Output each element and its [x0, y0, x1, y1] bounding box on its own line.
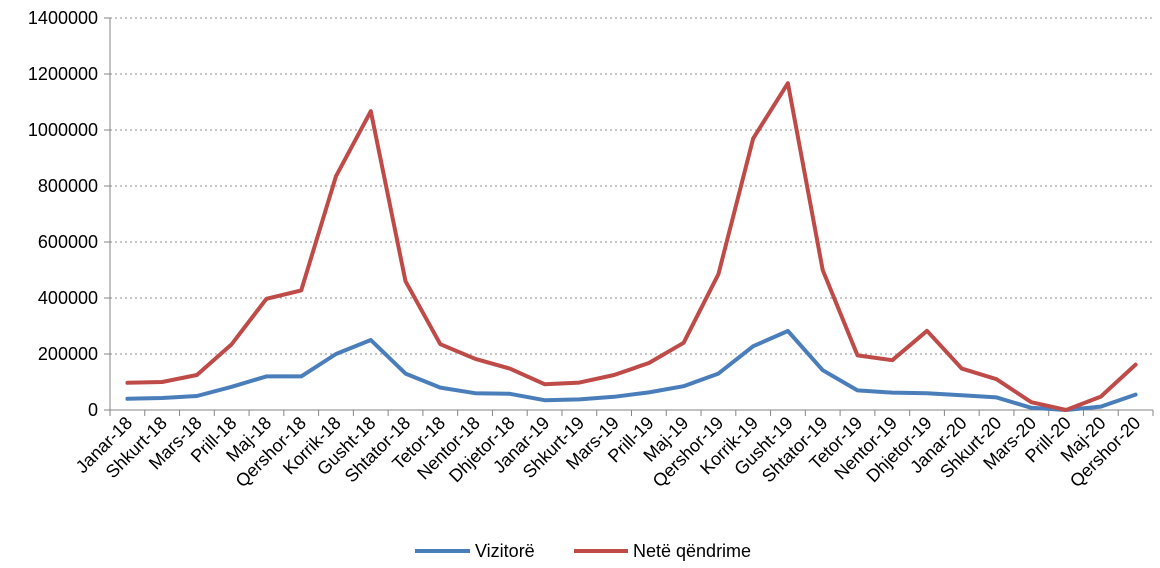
- y-tick-label: 400000: [38, 288, 98, 308]
- data-point: [1064, 408, 1068, 412]
- data-point: [855, 388, 859, 392]
- data-point: [160, 396, 164, 400]
- data-point: [925, 329, 929, 333]
- legend-label-vizitore: Vizitorë: [475, 541, 535, 561]
- data-point: [264, 297, 268, 301]
- axes: [104, 17, 1154, 416]
- data-point: [960, 393, 964, 397]
- data-point: [751, 136, 755, 140]
- x-axis-tick-labels: Janar-18Shkurt-18Mars-18Prill-18Maj-18Qe…: [72, 413, 1145, 492]
- data-point: [125, 381, 129, 385]
- y-tick-label: 1000000: [28, 120, 98, 140]
- data-point: [1134, 393, 1138, 397]
- data-point: [1134, 363, 1138, 367]
- data-point: [925, 391, 929, 395]
- data-point: [890, 358, 894, 362]
- data-point: [473, 391, 477, 395]
- data-point: [334, 174, 338, 178]
- data-point: [1099, 405, 1103, 409]
- data-point: [821, 268, 825, 272]
- data-point: [369, 338, 373, 342]
- data-point: [577, 381, 581, 385]
- data-point: [508, 367, 512, 371]
- data-point: [160, 380, 164, 384]
- y-tick-label: 1200000: [28, 64, 98, 84]
- data-point: [682, 341, 686, 345]
- data-point: [960, 367, 964, 371]
- data-point: [195, 373, 199, 377]
- data-point: [230, 385, 234, 389]
- data-point: [299, 288, 303, 292]
- data-point: [821, 368, 825, 372]
- data-point: [612, 373, 616, 377]
- data-point: [473, 357, 477, 361]
- data-point: [1099, 395, 1103, 399]
- data-point: [125, 397, 129, 401]
- data-point: [508, 392, 512, 396]
- data-point: [299, 374, 303, 378]
- data-point: [334, 352, 338, 356]
- data-point: [751, 344, 755, 348]
- data-point: [716, 272, 720, 276]
- data-point: [438, 386, 442, 390]
- legend: Vizitorë Netë qëndrime: [415, 541, 751, 561]
- series-lines: [125, 81, 1138, 412]
- y-tick-label: 600000: [38, 232, 98, 252]
- legend-label-nete-qendrime: Netë qëndrime: [633, 541, 751, 561]
- gridlines: [110, 17, 1153, 355]
- series-line-1: [125, 81, 1138, 412]
- data-point: [1029, 400, 1033, 404]
- y-axis-tick-labels: 0 200000 400000 600000 800000 1000000 1200000 1…: [28, 8, 98, 420]
- data-point: [716, 372, 720, 376]
- data-point: [647, 390, 651, 394]
- y-tick-label: 0: [88, 400, 98, 420]
- data-point: [890, 391, 894, 395]
- y-tick-label: 1400000: [28, 8, 98, 28]
- data-point: [404, 372, 408, 376]
- data-point: [369, 109, 373, 113]
- data-point: [995, 377, 999, 381]
- data-point: [995, 395, 999, 399]
- data-point: [543, 398, 547, 402]
- data-point: [264, 374, 268, 378]
- data-point: [786, 329, 790, 333]
- y-tick-label: 200000: [38, 344, 98, 364]
- data-point: [855, 353, 859, 357]
- data-point: [543, 382, 547, 386]
- data-point: [230, 342, 234, 346]
- data-point: [577, 397, 581, 401]
- data-point: [404, 279, 408, 283]
- data-point: [612, 395, 616, 399]
- data-point: [438, 342, 442, 346]
- data-point: [682, 384, 686, 388]
- data-point: [195, 394, 199, 398]
- data-point: [1029, 406, 1033, 410]
- data-point: [647, 361, 651, 365]
- y-tick-label: 800000: [38, 176, 98, 196]
- data-point: [786, 81, 790, 85]
- series-line-0: [125, 329, 1138, 412]
